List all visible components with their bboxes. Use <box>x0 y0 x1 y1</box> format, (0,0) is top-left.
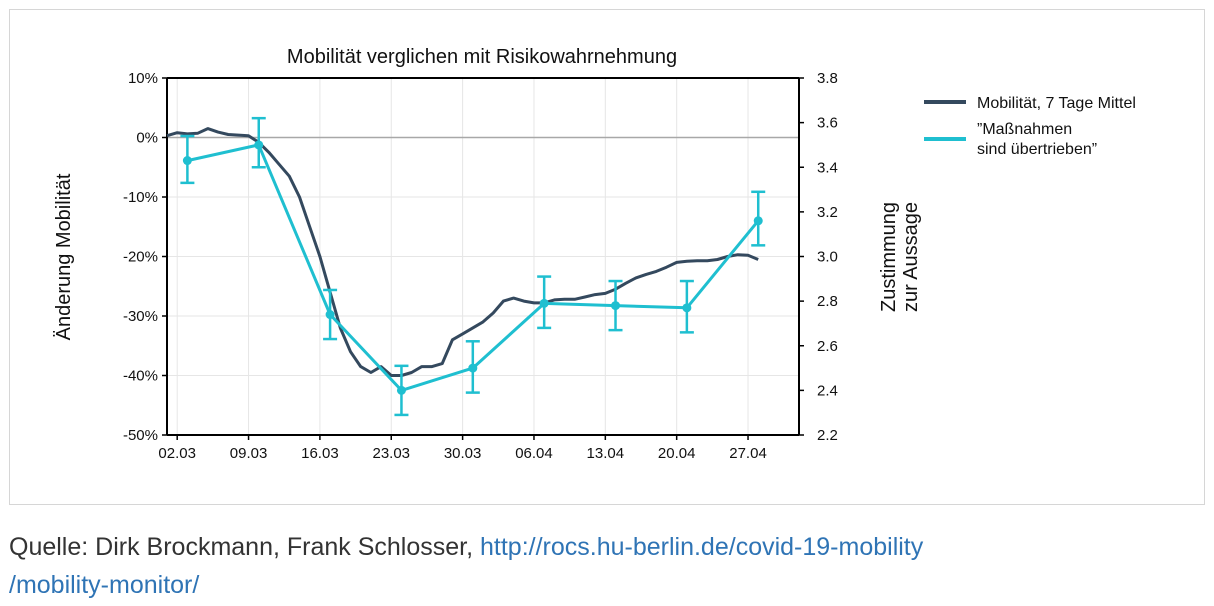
y-left-axis-label: Änderung Mobilität <box>53 173 75 340</box>
source-link[interactable]: http://rocs.hu-berlin.de/covid-19-mobili… <box>9 533 923 599</box>
survey-point <box>753 216 763 226</box>
legend-label-survey-line2: sind übertrieben” <box>977 141 1097 158</box>
x-tick-label: 13.04 <box>587 445 625 462</box>
x-tick-label: 30.03 <box>444 445 482 462</box>
y-left-tick-label: 10% <box>128 70 158 87</box>
survey-point <box>539 298 549 308</box>
y-right-tick-label: 2.6 <box>817 338 838 355</box>
survey-point <box>182 156 192 166</box>
source-link-line1: http://rocs.hu-berlin.de/covid-19-mobili… <box>480 533 924 561</box>
axes-layer: 10% 0% -10% -20% -30% -40% -50% 3.8 3.6 3.4 3.2 3.0… <box>123 70 838 462</box>
source-caption: Quelle: Dirk Brockmann, Frank Schlosser,… <box>9 528 1109 604</box>
y-right-tick-label: 3.4 <box>817 159 838 176</box>
x-tick-label: 02.03 <box>158 445 196 462</box>
y-right-tick-label: 2.2 <box>817 427 838 444</box>
survey-point <box>325 310 335 320</box>
legend-label-mobility: Mobilität, 7 Tage Mittel <box>977 95 1136 112</box>
grid-layer <box>167 77 799 436</box>
caption-prefix: Quelle: Dirk Brockmann, Frank Schlosser, <box>9 533 480 561</box>
x-tick-label: 23.03 <box>372 445 410 462</box>
legend-label-survey-line1: ”Maßnahmen <box>977 121 1072 138</box>
y-left-tick-label: 0% <box>136 130 158 147</box>
x-tick-label: 27.04 <box>729 445 767 462</box>
legend-layer: Mobilität, 7 Tage Mittel ”Maßnahmen sind ü… <box>924 95 1136 158</box>
survey-point <box>254 140 264 150</box>
chart-svg: 10% 0% -10% -20% -30% -40% -50% 3.8 3.6 3.4 3.2 3.0… <box>53 46 1136 462</box>
x-tick-label: 09.03 <box>230 445 268 462</box>
series-line-mobility <box>166 127 759 377</box>
x-tick-label: 20.04 <box>658 445 696 462</box>
series-layer <box>166 116 766 417</box>
source-link-line2: /mobility-monitor/ <box>9 571 200 599</box>
y-left-tick-label: -30% <box>123 308 158 325</box>
y-right-tick-label: 3.6 <box>817 115 838 132</box>
chart-figure: 10% 0% -10% -20% -30% -40% -50% 3.8 3.6 3.4 3.2 3.0… <box>9 9 1205 505</box>
x-tick-label: 06.04 <box>515 445 553 462</box>
y-left-tick-label: -10% <box>123 189 158 206</box>
survey-point <box>396 385 406 395</box>
y-right-axis-label-line1: Zustimmung <box>878 202 900 312</box>
survey-point <box>468 363 478 373</box>
y-right-axis-label-line2: zur Aussage <box>900 202 922 312</box>
y-left-tick-label: -20% <box>123 249 158 266</box>
y-right-tick-label: 3.8 <box>817 70 838 87</box>
y-left-tick-label: -50% <box>123 427 158 444</box>
y-right-tick-label: 3.0 <box>817 249 838 266</box>
x-tick-label: 16.03 <box>301 445 339 462</box>
y-left-tick-label: -40% <box>123 368 158 385</box>
y-right-tick-label: 2.4 <box>817 382 838 399</box>
survey-point <box>611 301 621 311</box>
y-right-tick-label: 2.8 <box>817 293 838 310</box>
survey-point <box>682 303 692 313</box>
chart-title: Mobilität verglichen mit Risikowahrnehmu… <box>287 46 677 68</box>
y-right-tick-label: 3.2 <box>817 204 838 221</box>
